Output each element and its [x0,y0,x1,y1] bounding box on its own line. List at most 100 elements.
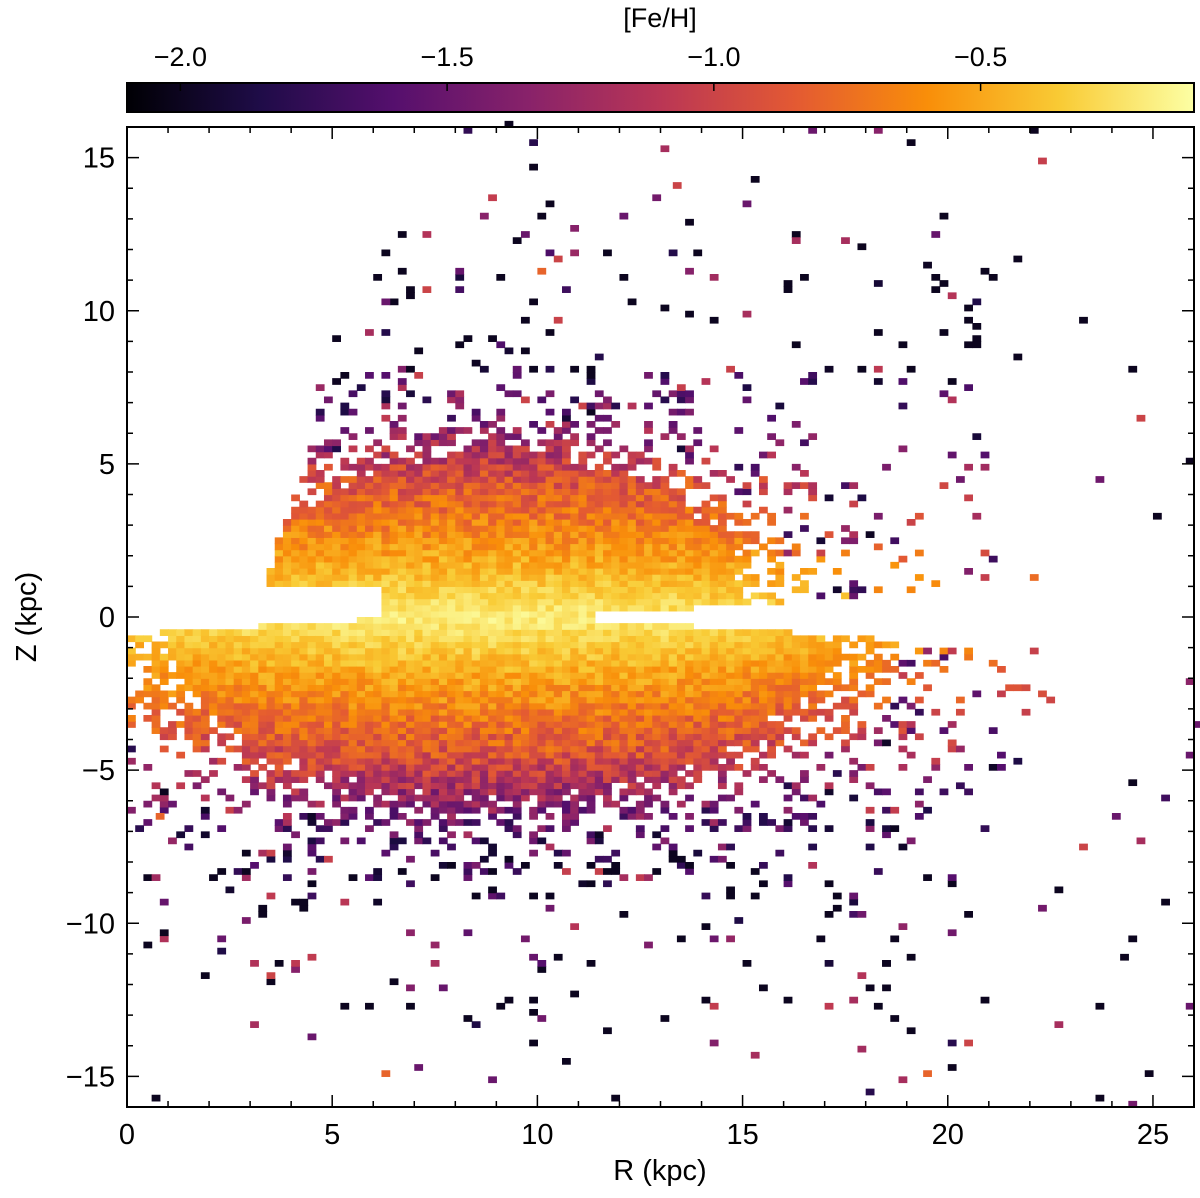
heatmap-cell [291,555,300,563]
heatmap-cell [438,629,448,636]
heatmap-cell [586,647,596,655]
heatmap-cell [389,782,399,790]
heatmap-cell [159,641,169,649]
heatmap-cell [447,506,456,514]
heatmap-cell [151,702,161,710]
heatmap-cell [685,745,694,753]
heatmap-cell [537,561,547,569]
heatmap-cell [619,794,629,802]
heatmap-cell [266,892,276,900]
heatmap-cell [332,641,341,649]
heatmap-cell [291,629,300,636]
heatmap-cell [570,470,580,477]
heatmap-cell [488,800,497,808]
heatmap-cell [529,715,538,722]
heatmap-cell [430,776,440,783]
heatmap-cell [488,525,497,532]
heatmap-cell [923,261,932,269]
heatmap-cell [471,678,481,685]
heatmap-cell [356,488,366,496]
heatmap-cell [635,506,645,514]
heatmap-cell [397,378,407,385]
heatmap-cell [668,702,678,710]
heatmap-cell [545,653,555,661]
heatmap-cell [578,494,588,502]
heatmap-cell [594,574,604,581]
heatmap-cell [890,666,900,673]
heatmap-cell [644,574,653,581]
heatmap-cell [504,696,514,704]
heatmap-cell [381,592,391,600]
heatmap-cell [381,574,391,581]
heatmap-cell [988,727,998,734]
heatmap-cell [365,482,374,489]
heatmap-cell [586,960,596,967]
heatmap-cell [758,751,768,759]
heatmap-cell [332,776,341,783]
heatmap-cell [496,745,506,753]
heatmap-cell [184,635,194,643]
heatmap-cell [397,433,407,440]
heatmap-cell [570,813,580,820]
heatmap-cell [291,898,300,906]
heatmap-cell [307,880,317,888]
heatmap-cell [857,243,867,251]
heatmap-cell [225,659,235,667]
heatmap-cell [373,782,383,790]
heatmap-cell [389,617,399,624]
heatmap-cell [627,666,637,673]
heatmap-cell [832,659,842,667]
heatmap-cell [340,708,350,716]
heatmap-cell [127,757,136,765]
heatmap-cell [348,433,358,440]
heatmap-cell [570,672,580,679]
heatmap-cell [315,531,325,538]
heatmap-cell [594,402,604,410]
heatmap-cell [1038,690,1047,698]
heatmap-cell [865,764,875,771]
heatmap-cell [783,880,793,888]
heatmap-cell [767,696,777,704]
heatmap-cell [455,561,465,569]
heatmap-cell [463,929,473,937]
heatmap-cell [438,519,448,526]
heatmap-cell [282,739,292,747]
heatmap-cell [709,574,719,581]
heatmap-cell [898,843,908,851]
heatmap-cell [274,635,284,643]
heatmap-cell [1029,127,1039,134]
heatmap-cell [529,463,538,471]
heatmap-cell [619,653,629,661]
heatmap-cell [791,733,801,741]
heatmap-cell [578,684,588,692]
heatmap-cell [578,402,588,410]
heatmap-cell [414,439,424,447]
heatmap-cell [586,764,596,771]
heatmap-cell [644,592,653,600]
heatmap-cell [635,770,645,777]
heatmap-cell [520,617,530,624]
heatmap-cell [323,561,333,569]
heatmap-cell [348,666,358,673]
heatmap-cell [389,647,399,655]
heatmap-cell [512,782,522,790]
heatmap-cell [422,623,432,630]
heatmap-cell [151,653,161,661]
heatmap-cell [455,702,465,710]
heatmap-cell [488,457,497,465]
heatmap-cell [356,776,366,783]
heatmap-cell [200,635,210,643]
heatmap-cell [332,378,341,385]
heatmap-cell [348,733,358,741]
heatmap-cell [438,751,448,759]
heatmap-cell [562,727,571,734]
heatmap-cell [414,757,424,765]
heatmap-cell [611,757,621,765]
heatmap-cell [381,537,391,545]
heatmap-cell [447,543,456,551]
heatmap-cell [644,623,653,630]
heatmap-cell [734,537,744,545]
heatmap-cell [438,715,448,722]
heatmap-cell [808,684,818,692]
heatmap-cell [775,690,785,698]
